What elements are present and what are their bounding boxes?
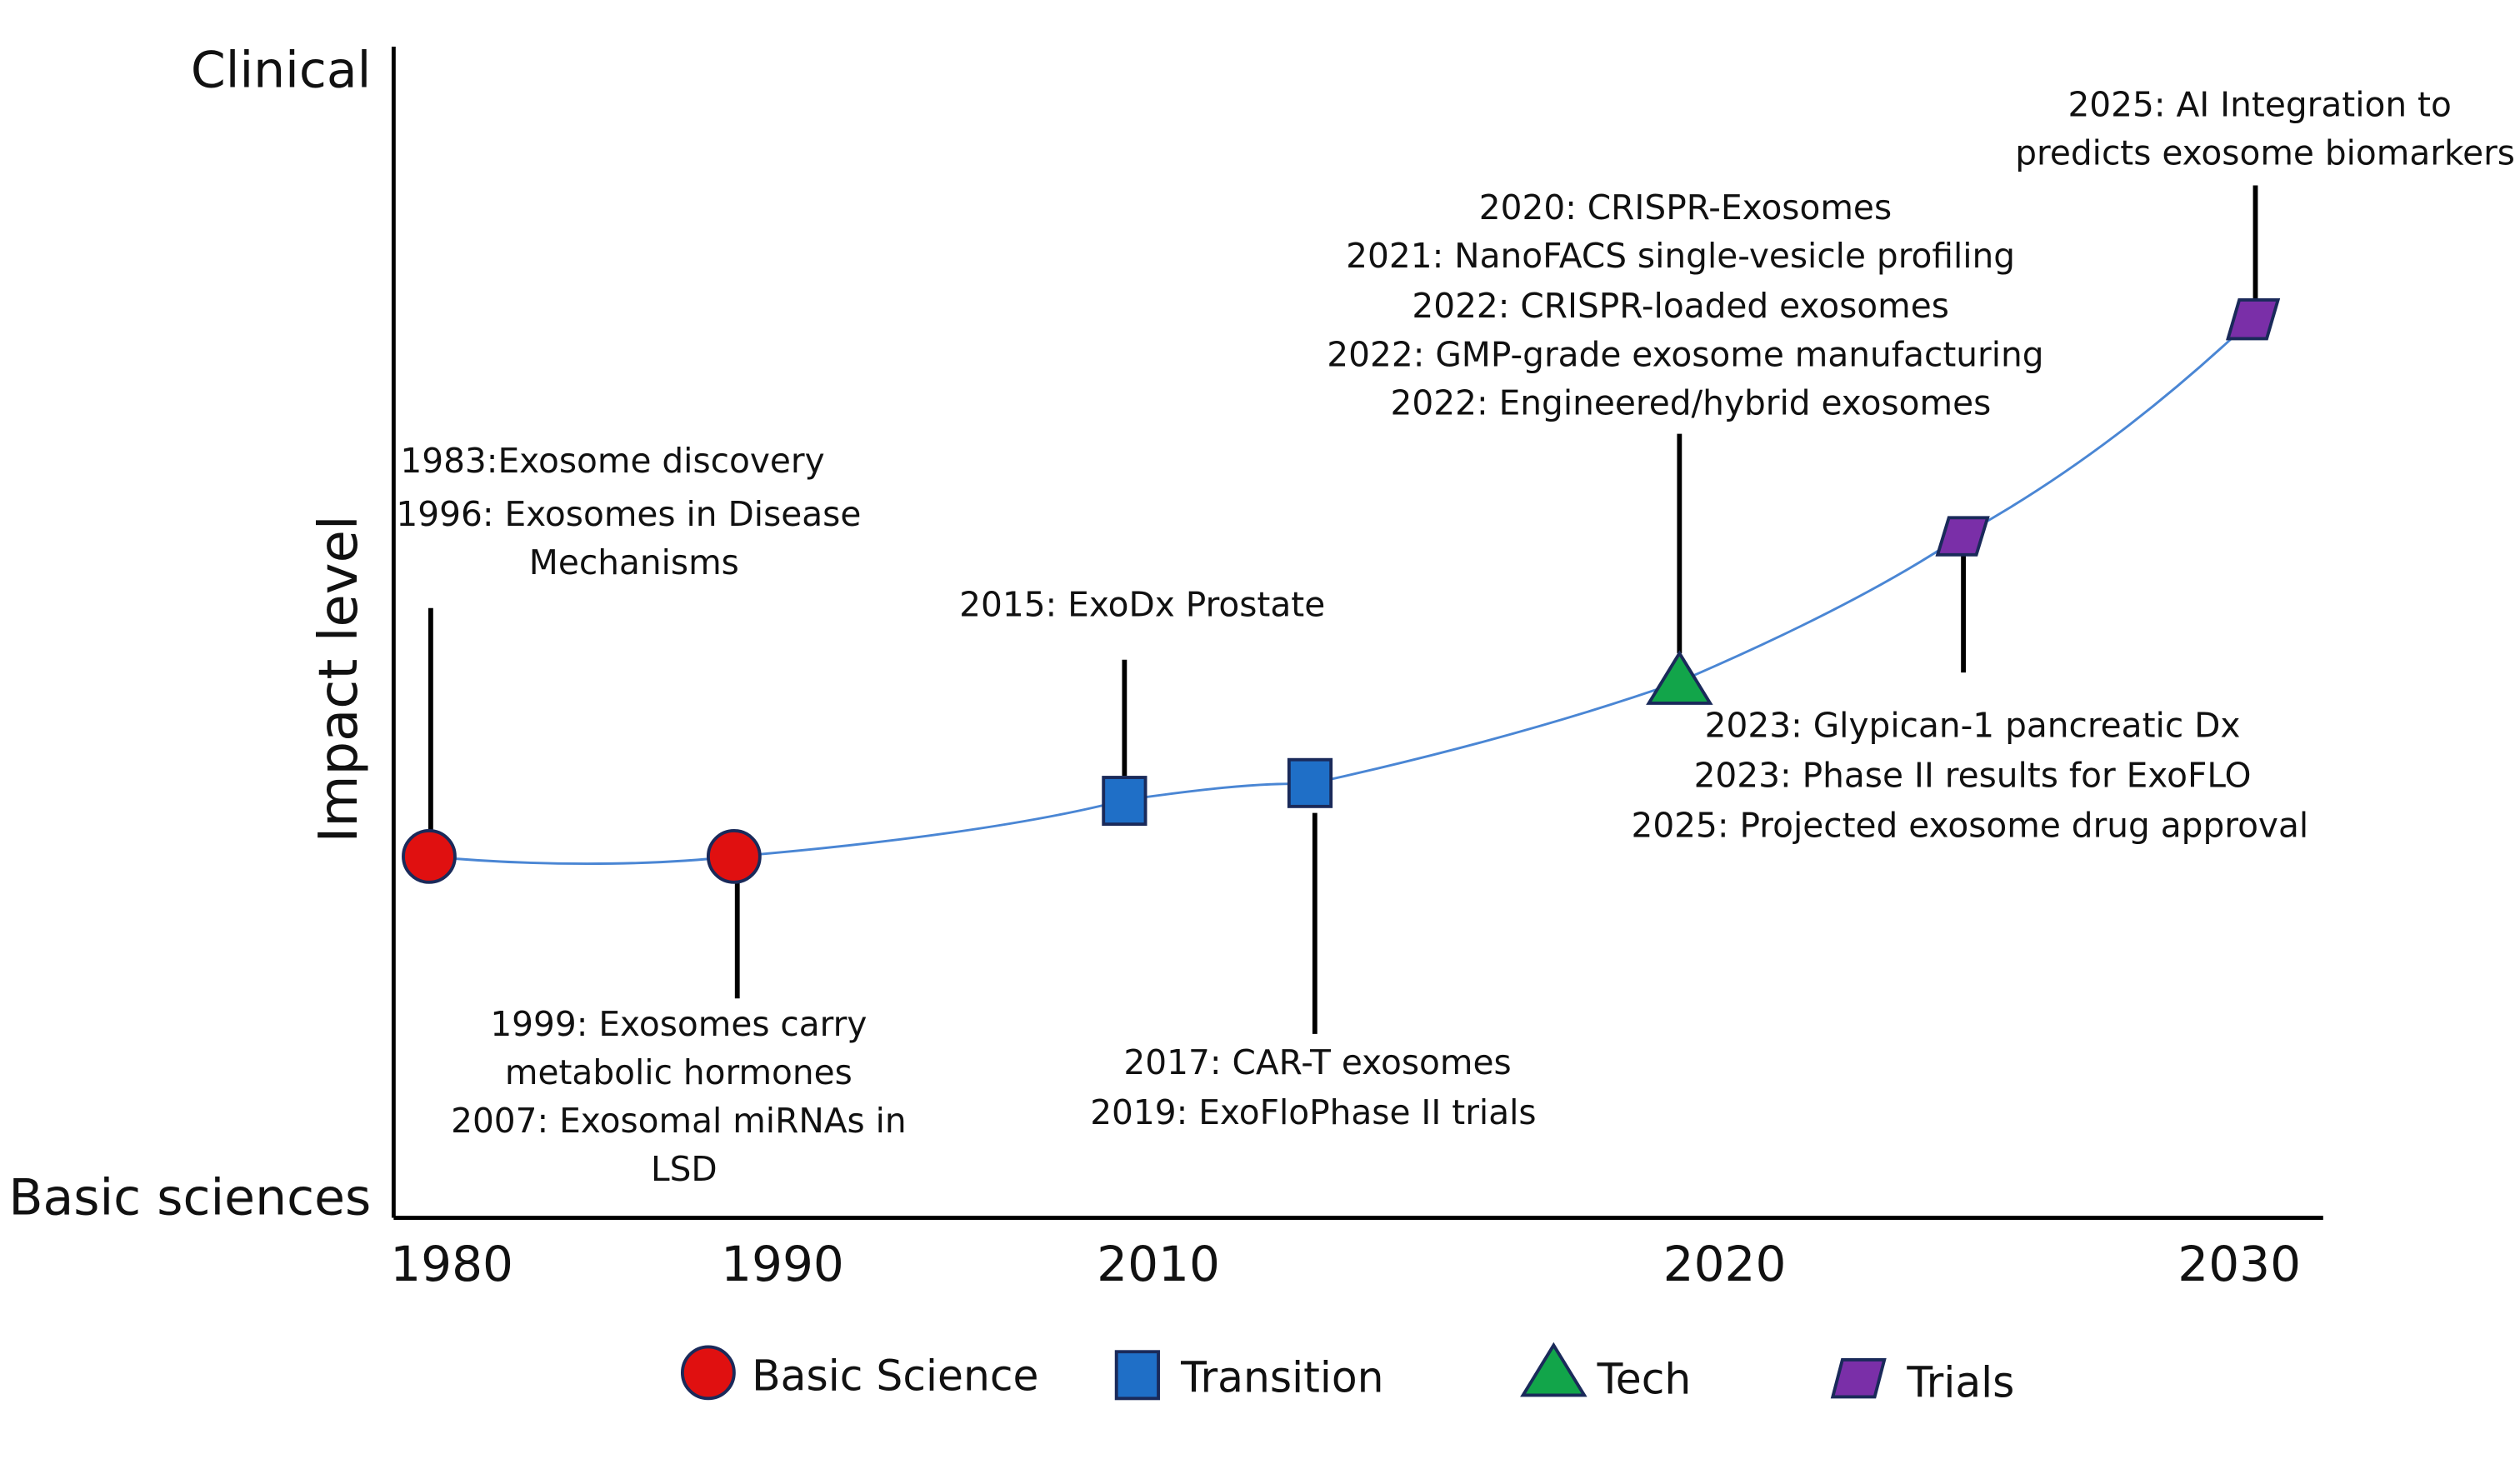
x-tick-label-2020: 2020 <box>1663 1236 1787 1292</box>
x-tick-label-1990: 1990 <box>721 1236 844 1292</box>
legend-transition-label: Transition <box>1180 1353 1383 1402</box>
marker-trials-2023 <box>1935 516 1990 557</box>
y-bottom-label: Basic sciences <box>8 1169 371 1227</box>
annotation-2017: 2017: CAR-T exosomes 2019: ExoFloPhase I… <box>1090 1042 1536 1132</box>
legend-basic-science-icon <box>680 1345 736 1401</box>
marker-transition-2015 <box>1102 776 1148 827</box>
marker-transition-2017 <box>1287 757 1333 808</box>
x-tick-label-1980: 1980 <box>390 1236 513 1292</box>
marker-tech-2020 <box>1646 650 1713 705</box>
annotation-2020-line: 2022: GMP-grade exosome manufacturing <box>1327 334 2043 374</box>
annotation-2020-line: 2022: CRISPR-loaded exosomes <box>1412 286 1949 326</box>
legend: Basic Science Transition Tech Trials <box>680 1342 2014 1407</box>
annotation-2015: 2015: ExoDx Prostate <box>959 584 1325 624</box>
annotation-2020-line: 2020: CRISPR-Exosomes <box>1479 187 1892 227</box>
y-top-label: Clinical <box>191 41 371 99</box>
annotation-2023-line: 2023: Phase II results for ExoFLO <box>1694 756 2252 796</box>
legend-basic-science-label: Basic Science <box>752 1352 1038 1401</box>
annotation-2025: 2025: AI Integration to predicts exosome… <box>2015 84 2515 172</box>
annotation-1983-line: 1983:Exosome discovery <box>400 441 824 481</box>
annotation-2017-line: 2017: CAR-T exosomes <box>1123 1042 1511 1082</box>
marker-trials-2025 <box>2226 298 2281 341</box>
legend-trials-icon <box>1830 1357 1887 1399</box>
annotation-1999: 1999: Exosomes carry metabolic hormones … <box>451 1004 918 1189</box>
legend-tech-label: Tech <box>1597 1355 1692 1404</box>
annotation-2023: 2023: Glypican-1 pancreatic Dx 2023: Pha… <box>1631 706 2308 846</box>
marker-basic-science-1983 <box>402 828 457 884</box>
marker-basic-science-1999 <box>706 828 762 884</box>
annotation-1999-line: LSD <box>651 1149 718 1189</box>
y-axis-title: Impact level <box>308 515 370 842</box>
annotation-2025-line: 2025: AI Integration to <box>2068 84 2451 124</box>
x-tick-label-2030: 2030 <box>2178 1236 2301 1292</box>
annotation-1983: 1983:Exosome discovery 1996: Exosomes in… <box>396 441 872 582</box>
legend-trials-label: Trials <box>1906 1357 2014 1407</box>
annotation-2020-line: 2021: NanoFACS single-vesicle profiling <box>1346 236 2015 276</box>
annotation-2015-line: 2015: ExoDx Prostate <box>959 584 1325 624</box>
annotation-1983-line: 1996: Exosomes in Disease <box>396 494 861 534</box>
annotation-2017-line: 2019: ExoFloPhase II trials <box>1090 1092 1536 1132</box>
annotation-1999-line: 1999: Exosomes carry <box>490 1004 867 1044</box>
annotation-2020-line: 2022: Engineered/hybrid exosomes <box>1391 382 1992 422</box>
annotation-2020: 2020: CRISPR-Exosomes 2021: NanoFACS sin… <box>1327 187 2054 422</box>
annotation-2023-line: 2025: Projected exosome drug approval <box>1631 806 2308 846</box>
annotation-1999-line: metabolic hormones <box>505 1052 852 1092</box>
legend-transition-icon <box>1114 1350 1160 1401</box>
annotation-2025-line: predicts exosome biomarkers <box>2015 132 2515 172</box>
legend-tech-icon <box>1520 1342 1588 1397</box>
annotation-2023-line: 2023: Glypican-1 pancreatic Dx <box>1705 706 2241 746</box>
x-tick-label-2010: 2010 <box>1097 1236 1220 1292</box>
annotation-1983-line: Mechanisms <box>529 542 739 582</box>
annotation-1999-line: 2007: Exosomal miRNAs in <box>451 1101 907 1141</box>
